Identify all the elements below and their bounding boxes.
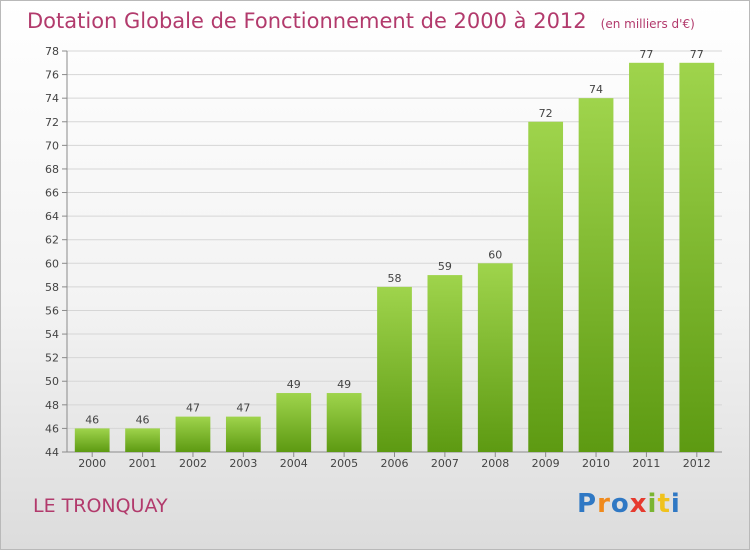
y-tick-label: 58	[45, 281, 59, 294]
bar-2002	[175, 416, 211, 452]
x-tick-label: 2007	[431, 457, 459, 470]
data-label: 47	[236, 402, 250, 415]
bar-2010	[578, 98, 614, 453]
x-tick-label: 2011	[632, 457, 660, 470]
y-tick-label: 52	[45, 352, 59, 365]
bar-2008	[477, 263, 513, 452]
y-tick-label: 50	[45, 375, 59, 388]
data-label: 58	[388, 272, 402, 285]
x-tick-label: 2006	[381, 457, 409, 470]
data-label: 77	[690, 48, 704, 61]
data-label: 72	[539, 107, 553, 120]
x-tick-label: 2008	[481, 457, 509, 470]
y-tick-label: 72	[45, 116, 59, 129]
y-tick-label: 66	[45, 187, 59, 200]
proxiti-logo: Proxiti	[577, 489, 681, 519]
y-tick-label: 54	[45, 328, 59, 341]
data-label: 47	[186, 402, 200, 415]
logo-letter: i	[670, 489, 681, 519]
logo-letter: P	[577, 489, 598, 519]
logo-letter: t	[657, 489, 671, 519]
data-label: 49	[337, 378, 351, 391]
data-label: 46	[136, 413, 150, 426]
x-tick-label: 2000	[78, 457, 106, 470]
y-tick-label: 68	[45, 163, 59, 176]
chart-title: Dotation Globale de Fonctionnement de 20…	[27, 9, 695, 33]
y-tick-label: 64	[45, 210, 59, 223]
bar-2004	[276, 393, 312, 452]
y-tick-label: 44	[45, 446, 59, 459]
logo-letter: x	[629, 489, 648, 519]
y-tick-label: 60	[45, 257, 59, 270]
data-label: 74	[589, 83, 603, 96]
commune-name: LE TRONQUAY	[33, 495, 168, 517]
bar-2007	[427, 275, 463, 452]
x-tick-label: 2003	[229, 457, 257, 470]
x-tick-label: 2009	[532, 457, 560, 470]
x-tick-label: 2005	[330, 457, 358, 470]
data-label: 60	[488, 248, 502, 261]
y-tick-label: 62	[45, 234, 59, 247]
bar-layer	[74, 62, 715, 453]
bar-2005	[326, 393, 362, 452]
y-tick-label: 70	[45, 139, 59, 152]
data-label: 77	[639, 48, 653, 61]
data-label: 49	[287, 378, 301, 391]
bar-2003	[225, 416, 261, 452]
bar-2009	[528, 121, 564, 452]
bar-2000	[74, 428, 110, 452]
x-tick-label: 2001	[129, 457, 157, 470]
bar-2012	[679, 62, 715, 452]
x-tick-label: 2002	[179, 457, 207, 470]
bar-2006	[377, 286, 412, 452]
y-tick-label: 48	[45, 399, 59, 412]
logo-letter: i	[647, 489, 658, 519]
logo-letter: o	[610, 489, 630, 519]
data-label: 46	[85, 413, 99, 426]
x-tick-label: 2010	[582, 457, 610, 470]
y-tick-label: 78	[45, 45, 59, 58]
x-tick-label: 2012	[683, 457, 711, 470]
chart-subtitle: (en milliers d'€)	[600, 17, 695, 31]
x-tick-label: 2004	[280, 457, 308, 470]
label-layer: 46 46 47 47 49 49 58 59 60 72 74 77 77	[85, 48, 704, 427]
y-tick-label: 76	[45, 69, 59, 82]
y-tick-label: 46	[45, 422, 59, 435]
logo-letter: r	[597, 489, 611, 519]
bar-2001	[125, 428, 160, 452]
bar-2011	[629, 62, 664, 452]
y-tick-label: 74	[45, 92, 59, 105]
data-label: 59	[438, 260, 452, 273]
y-tick-label: 56	[45, 304, 59, 317]
chart-title-text: Dotation Globale de Fonctionnement de 20…	[27, 9, 587, 33]
